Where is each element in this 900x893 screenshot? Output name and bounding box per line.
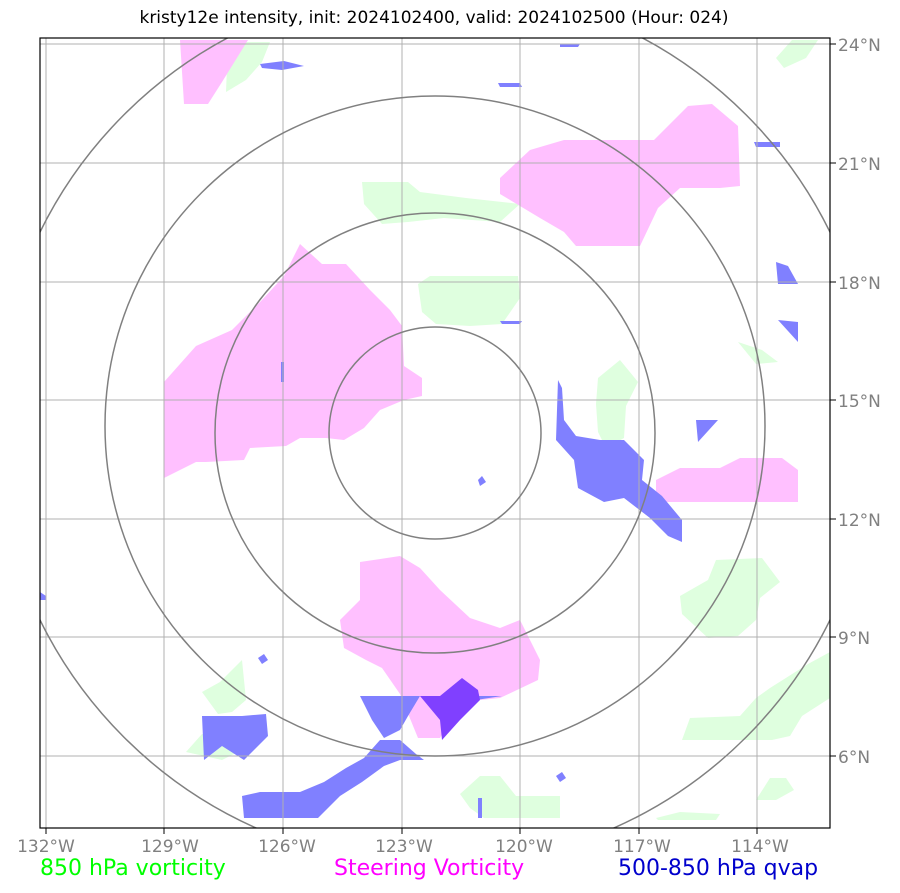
green-region [418,276,520,326]
blue-region [478,798,482,818]
lat-tick-label: 24°N [838,36,881,56]
lon-tick-label: 120°W [495,837,553,857]
map-layers [40,38,830,828]
blue-region [556,380,682,542]
lon-tick-label: 114°W [731,837,789,857]
blue-region [776,262,798,284]
lon-tick-label: 117°W [613,837,671,857]
gridlines [40,38,830,828]
pink-region [500,104,740,246]
lat-tick-label: 9°N [838,629,870,649]
pink-region [164,244,422,478]
lon-tick-label: 132°W [17,837,75,857]
lat-tick-label: 12°N [838,511,881,531]
green-region [656,812,720,820]
blue-region [258,654,268,664]
purple-region [420,678,480,740]
lon-tick-label: 126°W [258,837,316,857]
blue-region [360,696,420,738]
qvap-overlap-layer [420,678,480,740]
blue-region [478,476,486,486]
green-region [756,778,794,800]
blue-region [560,44,580,47]
blue-region [498,83,522,87]
blue-region [754,142,780,147]
range-rings [40,38,830,828]
lat-tick-label: 15°N [838,392,881,412]
blue-region [778,320,798,342]
map-frame [39,37,831,829]
tick-marks [45,43,836,834]
lat-tick-label: 21°N [838,155,881,175]
lon-tick-labels: 132°W 129°W 126°W 123°W 120°W 117°W 114°… [17,837,789,857]
green-region [776,40,818,68]
map-title: kristy12e intensity, init: 2024102400, v… [139,8,729,28]
range-ring [214,212,656,654]
blue-region [500,321,522,324]
blue-region [696,420,718,442]
green-region [680,558,780,638]
lat-tick-label: 18°N [838,274,881,294]
green-region [202,660,246,714]
blue-region [476,696,502,700]
blue-region [260,61,304,70]
legend-850-vorticity: 850 hPa vorticity [40,856,226,881]
range-ring [328,326,542,540]
green-region [738,342,778,364]
green-region [460,776,560,818]
lon-tick-label: 123°W [375,837,433,857]
legend-qvap: 500-850 hPa qvap [618,856,819,881]
blue-region [556,772,566,782]
blue-region [242,740,424,818]
blue-region [202,714,268,760]
blue-region [40,592,46,600]
lat-tick-label: 6°N [838,748,870,768]
lat-tick-labels: 24°N 21°N 18°N 15°N 12°N 9°N 6°N [838,36,881,768]
range-ring [104,95,766,757]
legend-steering-vorticity: Steering Vorticity [334,856,525,881]
qvap-layer [40,44,798,818]
green-region [596,360,638,448]
green-region [682,652,830,740]
lon-tick-label: 129°W [141,837,199,857]
pink-region [340,556,540,738]
